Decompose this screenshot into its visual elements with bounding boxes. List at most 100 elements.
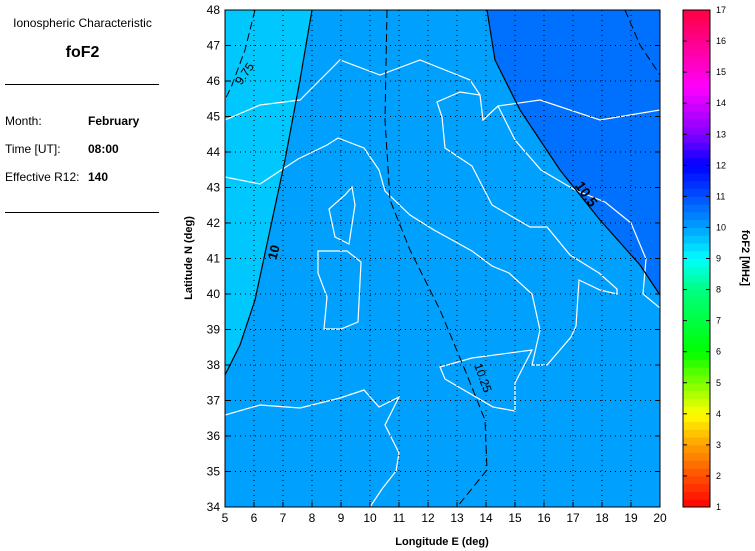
colorbar-band [683, 48, 710, 58]
x-tick-label: 15 [508, 511, 522, 525]
x-tick-label: 18 [595, 511, 609, 525]
colorbar-band [683, 359, 710, 368]
y-axis-label: Latitude N (deg) [183, 216, 195, 300]
y-tick-label: 38 [207, 358, 221, 372]
colorbar-band [683, 165, 710, 174]
colorbar-band [683, 258, 710, 267]
border-balkans [497, 99, 660, 121]
colorbar-band [683, 95, 710, 104]
colorbar-band [683, 390, 710, 399]
x-tick-label: 8 [309, 511, 316, 525]
colorbar-band [683, 87, 710, 96]
colorbar-tick-label: 3 [716, 440, 721, 450]
contour-10.25 [384, 10, 488, 507]
divider [5, 212, 159, 213]
x-tick-label: 9 [338, 511, 345, 525]
colorbar-band [683, 180, 710, 190]
colorbar-band [683, 149, 710, 159]
time-label: Time [UT]: [5, 142, 61, 156]
colorbar-band [683, 142, 710, 151]
colorbar-tick-label: 9 [716, 254, 721, 264]
x-tick-label: 20 [653, 511, 667, 525]
colorbar-band [683, 429, 710, 438]
colorbar-band [683, 118, 710, 127]
colorbar-band [683, 173, 710, 182]
x-tick-label: 7 [280, 511, 287, 525]
y-tick-label: 34 [207, 500, 221, 514]
divider [5, 84, 159, 85]
contour-10.5 [486, 10, 660, 296]
coast-africa [225, 389, 401, 507]
colorbar-band [683, 25, 710, 34]
colorbar-band [683, 320, 710, 329]
colorbar-band [683, 79, 710, 89]
colorbar-band [683, 398, 710, 407]
colorbar-band [683, 33, 710, 42]
colorbar-band [683, 421, 710, 430]
colorbar-band [683, 227, 710, 236]
colorbar-tick-label: 15 [716, 67, 726, 77]
colorbar-band [683, 483, 710, 492]
colorbar-band [683, 188, 710, 197]
border-alps [225, 59, 481, 121]
y-tick-label: 46 [207, 74, 221, 88]
colorbar-band [683, 367, 710, 376]
y-tick-label: 36 [207, 429, 221, 443]
y-tick-label: 37 [207, 394, 221, 408]
colorbar-band [683, 468, 710, 477]
colorbar-band [683, 235, 710, 244]
colorbar-band [683, 460, 710, 469]
r12-value: 140 [88, 170, 109, 184]
colorbar-label: foF2 [MHz] [739, 230, 751, 287]
colorbar-band [683, 126, 710, 135]
colorbar-band [683, 499, 710, 508]
month-value: February [88, 114, 140, 128]
contour-label: 10 [265, 243, 283, 261]
colorbar-band [683, 10, 710, 19]
colorbar-band [683, 211, 710, 221]
colorbar-band [683, 351, 710, 360]
colorbar-tick-label: 4 [716, 409, 721, 419]
colorbar-band [683, 250, 710, 259]
month-label: Month: [5, 114, 42, 128]
x-tick-label: 13 [450, 511, 464, 525]
y-tick-label: 48 [207, 3, 221, 17]
colorbar-tick-label: 16 [716, 36, 726, 46]
colorbar-band [683, 452, 710, 461]
colorbar-band [683, 305, 710, 314]
colorbar-band [683, 110, 710, 120]
colorbar-tick-label: 1 [716, 502, 721, 512]
contour-9.75 [225, 10, 256, 101]
colorbar [683, 10, 710, 508]
x-axis-label: Longitude E (deg) [395, 536, 489, 548]
colorbar-band [683, 274, 710, 283]
coastlines [225, 59, 660, 507]
axis-ticks: 5 6 7 8 9 10 11 12 13 14 15 16 17 18 19 20 34 35 36 37 38 39 4… [207, 3, 667, 525]
x-tick-label: 6 [251, 511, 258, 525]
x-tick-label: 12 [421, 511, 435, 525]
colorbar-band [683, 64, 710, 73]
y-tick-label: 47 [207, 39, 221, 53]
colorbar-band [683, 134, 710, 143]
colorbar-tick-label: 2 [716, 471, 721, 481]
x-tick-label: 19 [624, 511, 638, 525]
colorbar-band [683, 157, 710, 166]
colorbar-tick-label: 8 [716, 285, 721, 295]
colorbar-tick-label: 11 [716, 191, 725, 201]
colorbar-tick-label: 10 [716, 222, 726, 232]
colorbar-band [683, 72, 710, 81]
colorbar-band [683, 444, 710, 454]
y-tick-label: 39 [207, 323, 221, 337]
y-tick-label: 42 [207, 216, 221, 230]
colorbar-band [683, 41, 710, 50]
x-tick-label: 11 [393, 511, 406, 525]
colorbar-band [683, 413, 710, 423]
coast-sicily [439, 349, 534, 412]
coast-italy [225, 91, 660, 366]
x-tick-label: 14 [479, 511, 493, 525]
colorbar-band [683, 266, 710, 275]
colorbar-band [683, 312, 710, 322]
